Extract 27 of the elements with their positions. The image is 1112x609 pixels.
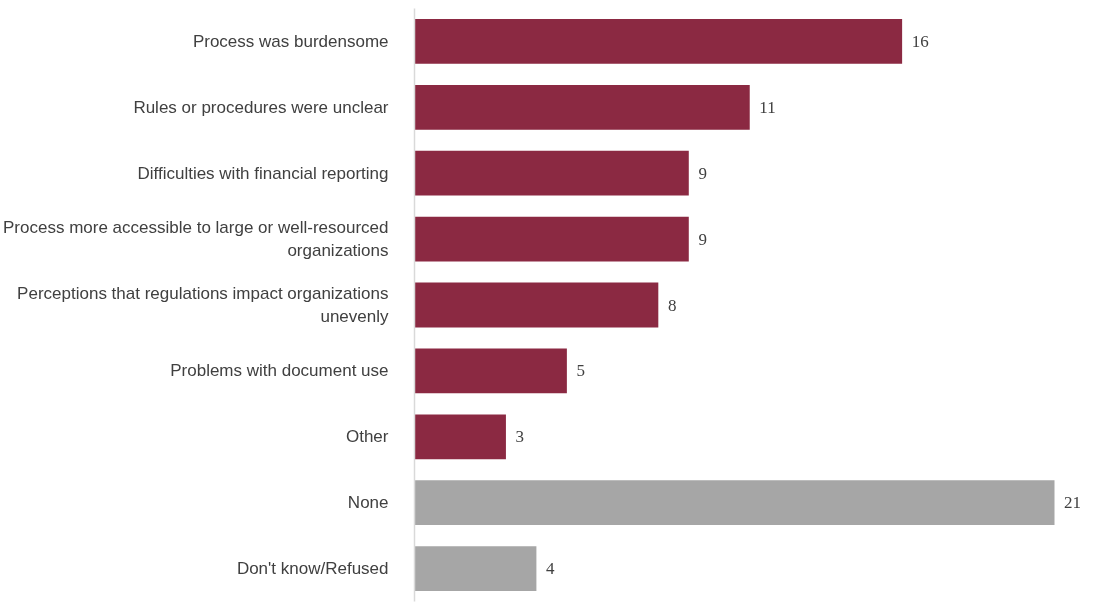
bar bbox=[414, 282, 659, 328]
y-tick-label: Perceptions that regulations impact organizations unevenly bbox=[17, 284, 389, 326]
bar bbox=[414, 480, 1055, 526]
data-label: 11 bbox=[759, 97, 776, 117]
y-tick-label: Process more accessible to large or well-resourced organizations bbox=[3, 218, 389, 261]
y-tick-label: Rules or procedures were unclear bbox=[133, 97, 389, 117]
y-tick-label: Difficulties with financial reporting bbox=[137, 163, 389, 183]
bar bbox=[414, 216, 689, 262]
bar bbox=[414, 348, 567, 394]
y-tick-label: None bbox=[347, 493, 389, 513]
data-label: 16 bbox=[911, 31, 929, 51]
y-tick-label: Don't know/Refused bbox=[236, 559, 389, 579]
data-label: 21 bbox=[1064, 493, 1082, 513]
bar bbox=[414, 150, 689, 196]
data-label: 4 bbox=[546, 559, 555, 579]
y-tick-label: Process was burdensome bbox=[192, 31, 389, 51]
data-label: 5 bbox=[576, 361, 585, 381]
data-label: 3 bbox=[515, 427, 525, 447]
y-tick-label: Problems with document use bbox=[170, 361, 389, 381]
data-label: 8 bbox=[667, 295, 677, 315]
y-tick-label: Other bbox=[345, 427, 389, 447]
bar bbox=[414, 414, 506, 460]
data-label: 9 bbox=[698, 163, 707, 183]
bar bbox=[414, 546, 537, 591]
bar bbox=[414, 84, 750, 130]
bar bbox=[414, 19, 903, 64]
data-label: 9 bbox=[698, 229, 707, 249]
